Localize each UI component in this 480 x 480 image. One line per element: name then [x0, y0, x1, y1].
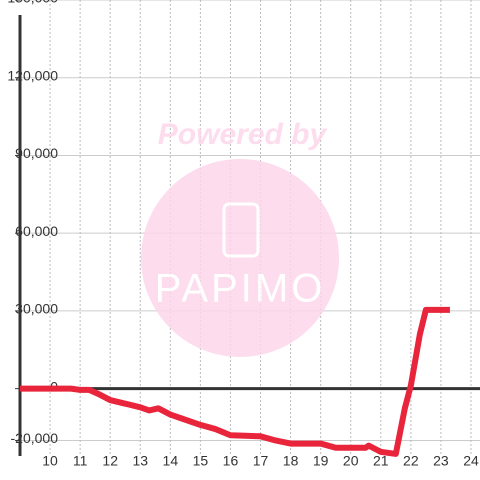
- y-tick-label: 60,000: [15, 223, 58, 239]
- x-tick-label: 11: [73, 453, 88, 469]
- y-tick-label: 90,000: [15, 145, 58, 161]
- watermark-circle: [141, 159, 339, 357]
- x-tick-label: 16: [223, 453, 239, 469]
- x-tick-label: 19: [313, 453, 329, 469]
- x-tick-label: 14: [163, 453, 179, 469]
- x-tick-label: 10: [42, 453, 58, 469]
- y-tick-label: 120,000: [7, 67, 58, 83]
- x-tick-label: 22: [403, 453, 419, 469]
- x-tick-label: 23: [433, 453, 449, 469]
- x-tick-label: 12: [102, 453, 118, 469]
- y-tick-label: 30,000: [15, 301, 58, 317]
- x-tick-label: 13: [132, 453, 148, 469]
- watermark-logo: PAPIMO: [155, 267, 326, 311]
- y-tick-label: 150,000: [7, 0, 58, 6]
- x-tick-label: 24: [463, 453, 479, 469]
- watermark: Powered by PAPIMO: [141, 118, 339, 357]
- line: [20, 306, 450, 457]
- x-tick-label: 21: [373, 453, 389, 469]
- x-tick-label: 17: [253, 453, 269, 469]
- watermark-icon: [222, 202, 260, 258]
- x-tick-label: 18: [283, 453, 299, 469]
- x-tick-label: 15: [193, 453, 209, 469]
- y-tick-label: -20,000: [11, 430, 59, 446]
- watermark-caption: Powered by: [158, 118, 328, 151]
- x-tick-label: 20: [343, 453, 359, 469]
